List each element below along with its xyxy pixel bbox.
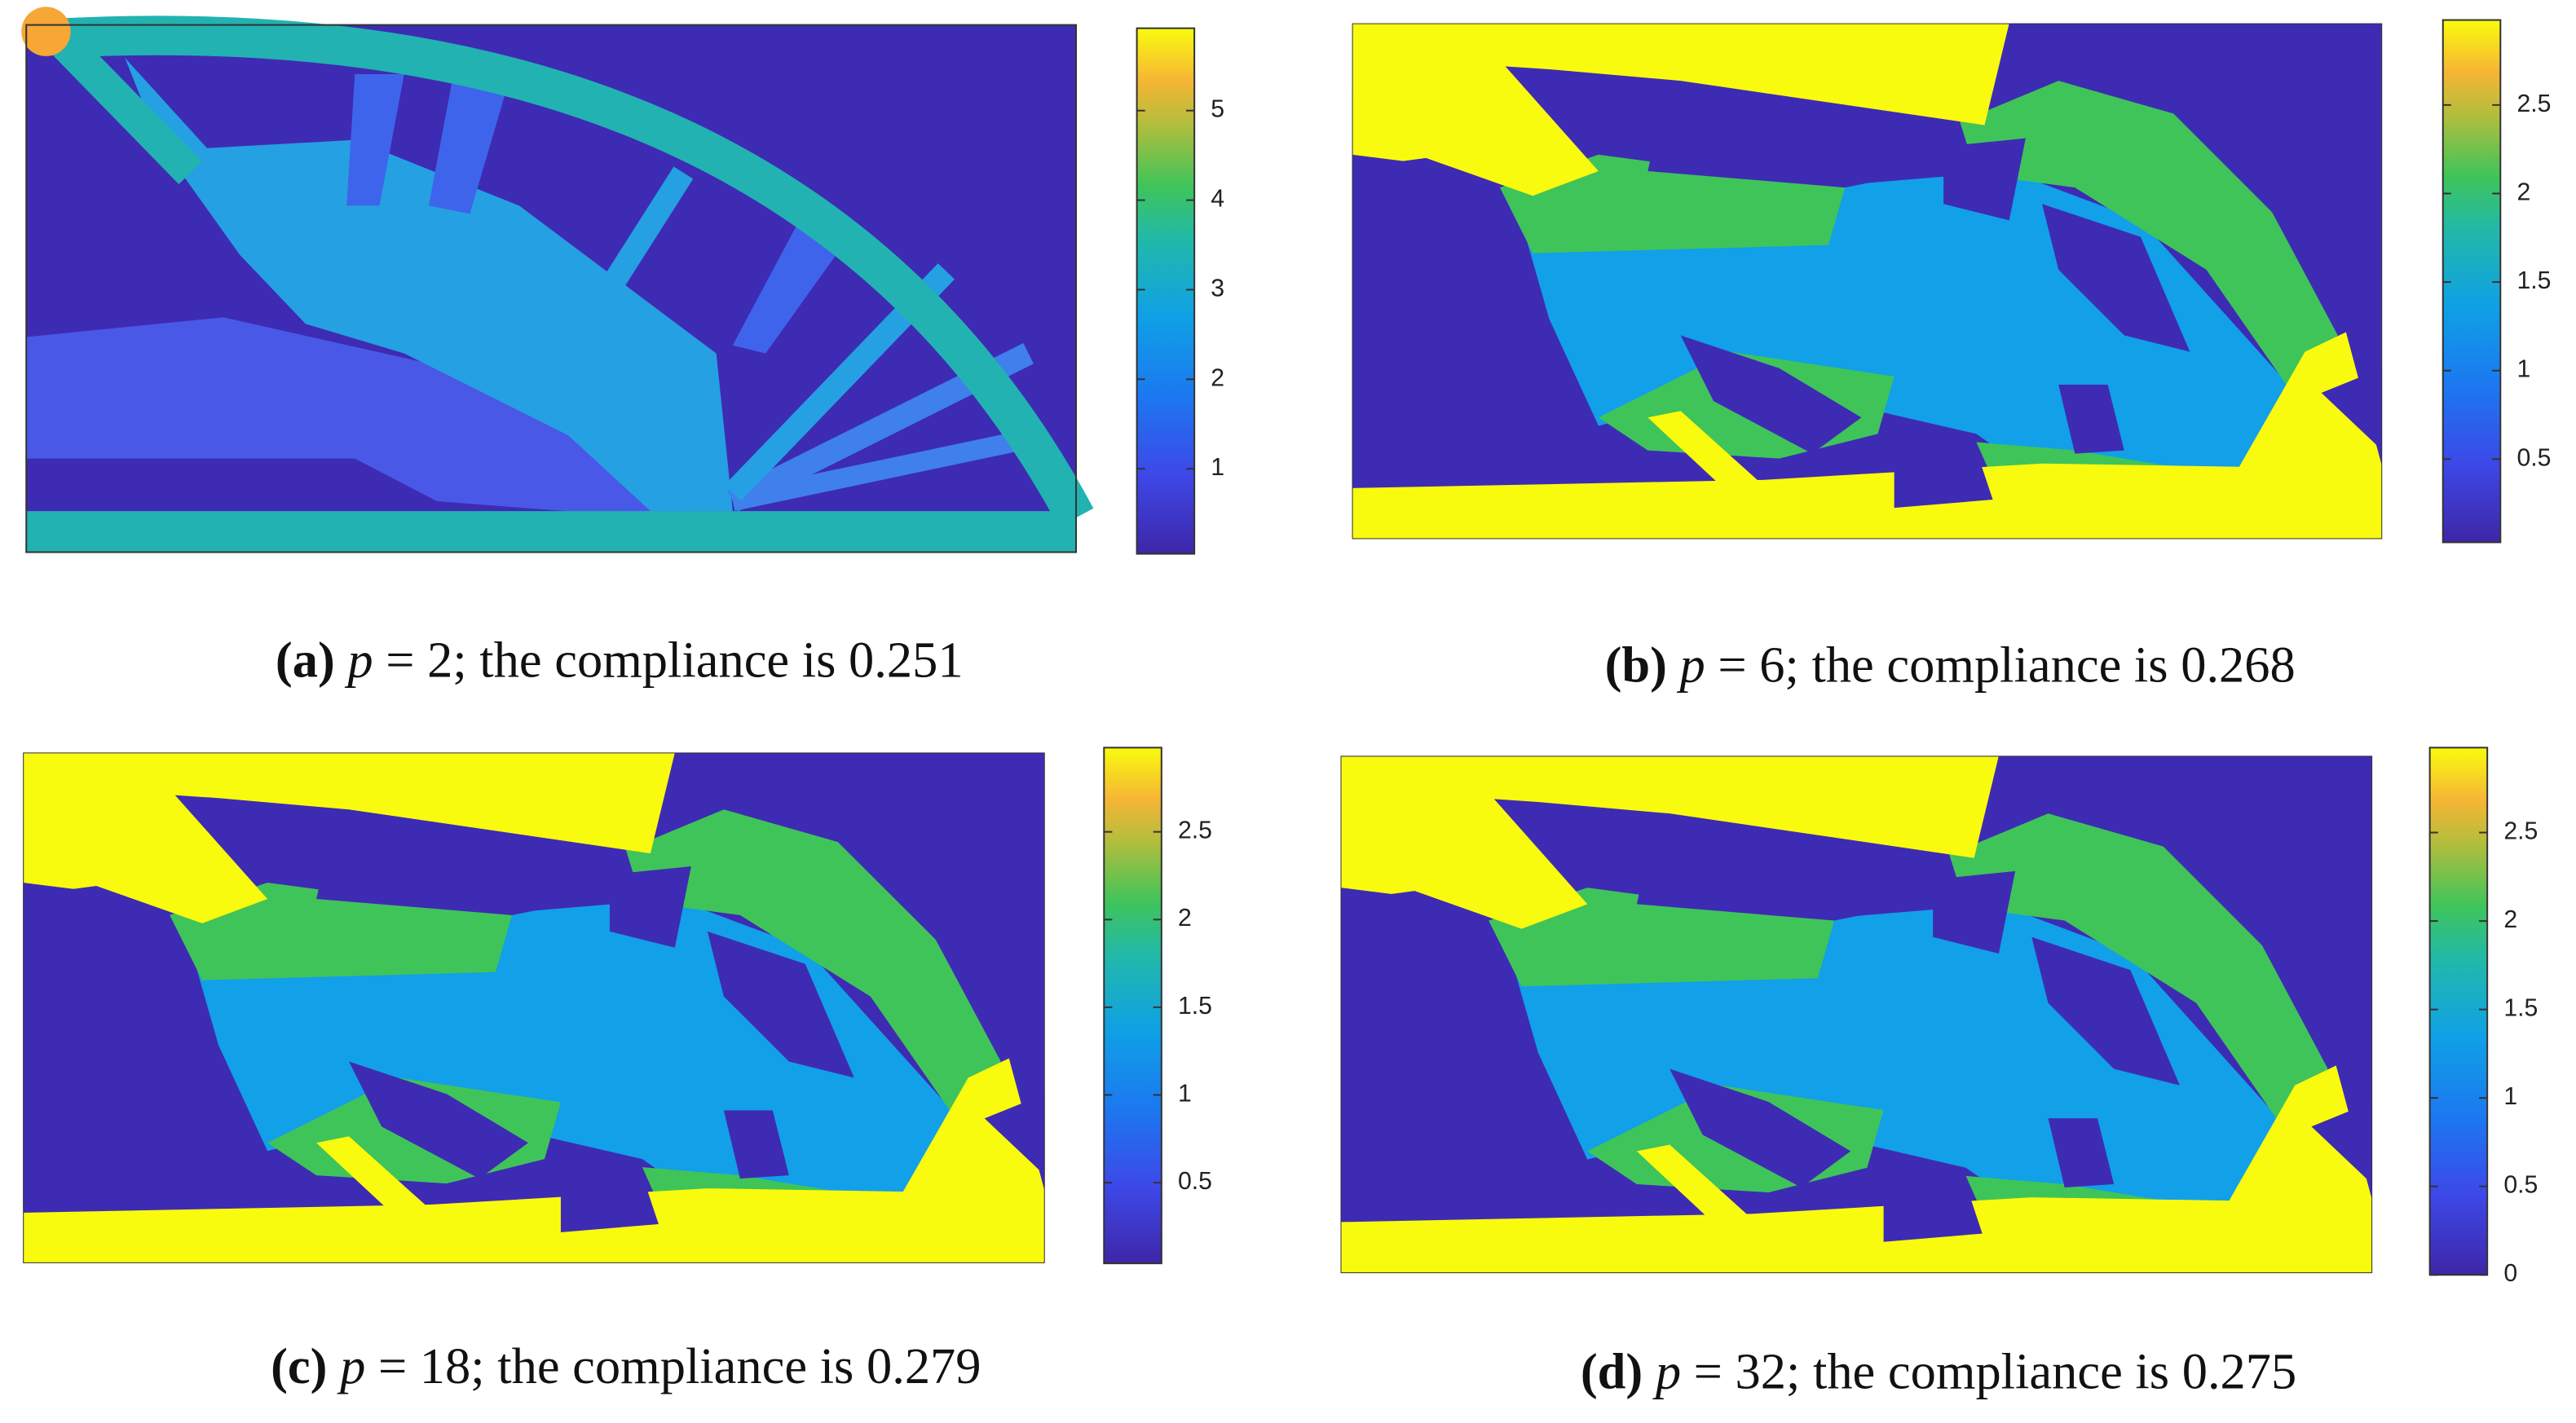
colorbar-tick-label: 2 xyxy=(2503,906,2517,933)
caption-text: = 2; the compliance is 0.251 xyxy=(386,632,963,689)
topology-image xyxy=(1340,756,2372,1273)
colorbar xyxy=(1103,747,1162,1265)
colorbars: 1 2 3 4 5 0.5 1 1.5 2 2.5 0.5 1 1.5 2 2.5 0 0.5 1 1.5 2 2.5 xyxy=(1103,19,2551,1287)
colorbar-tick-label: 1 xyxy=(2516,356,2530,383)
caption: (c) p = 18; the compliance is 0.279 xyxy=(271,1337,981,1394)
caption-variable: p xyxy=(1677,637,1705,694)
topology-image xyxy=(21,7,1094,553)
colorbar-tick-label: 3 xyxy=(1211,275,1224,302)
colorbar xyxy=(1136,27,1196,555)
caption-label: (d) xyxy=(1581,1342,1643,1399)
colorbar xyxy=(2441,19,2502,544)
colorbar-tick-label: 2 xyxy=(1178,905,1192,932)
topology-image xyxy=(1352,24,2383,540)
colorbar-tick-label: 0.5 xyxy=(2503,1172,2538,1199)
caption-variable: p xyxy=(1652,1342,1681,1399)
topology-image xyxy=(23,752,1044,1262)
colorbar-tick-label: 4 xyxy=(1211,186,1224,213)
colorbar-tick-label: 0.5 xyxy=(1178,1168,1212,1195)
colorbar-tick-label: 2.5 xyxy=(2516,90,2551,117)
colorbar-tick-label: 0.5 xyxy=(2516,444,2551,471)
colorbar-tick-label: 2 xyxy=(2516,178,2530,205)
caption-label: (c) xyxy=(271,1337,327,1394)
caption-text: = 18; the compliance is 0.279 xyxy=(378,1337,981,1394)
caption-variable: p xyxy=(337,1337,365,1394)
caption-text: = 6; the compliance is 0.268 xyxy=(1718,637,2295,694)
colorbar-tick-label: 2 xyxy=(1211,364,1224,391)
caption: (b) p = 6; the compliance is 0.268 xyxy=(1605,637,2296,694)
caption-text: = 32; the compliance is 0.275 xyxy=(1694,1342,2297,1399)
colorbar-tick-label: 0 xyxy=(2503,1260,2517,1287)
caption-label: (b) xyxy=(1605,637,1667,694)
colorbar-tick-label: 1 xyxy=(1211,454,1224,481)
colorbar-tick-label: 1.5 xyxy=(1178,993,1212,1020)
caption-label: (a) xyxy=(276,632,335,689)
caption: (d) p = 32; the compliance is 0.275 xyxy=(1581,1342,2296,1399)
colorbar-tick-label: 2.5 xyxy=(1178,817,1212,844)
colorbar-tick-label: 1 xyxy=(2503,1083,2517,1110)
colorbar-tick-label: 1 xyxy=(1178,1080,1192,1107)
colorbar-tick-label: 5 xyxy=(1211,96,1224,123)
caption-variable: p xyxy=(344,632,373,689)
caption: (a) p = 2; the compliance is 0.251 xyxy=(276,632,964,689)
colorbar-tick-label: 1.5 xyxy=(2503,995,2538,1022)
colorbar xyxy=(2428,747,2489,1276)
colorbar-tick-label: 1.5 xyxy=(2516,267,2551,294)
colorbar-tick-label: 2.5 xyxy=(2503,818,2538,845)
